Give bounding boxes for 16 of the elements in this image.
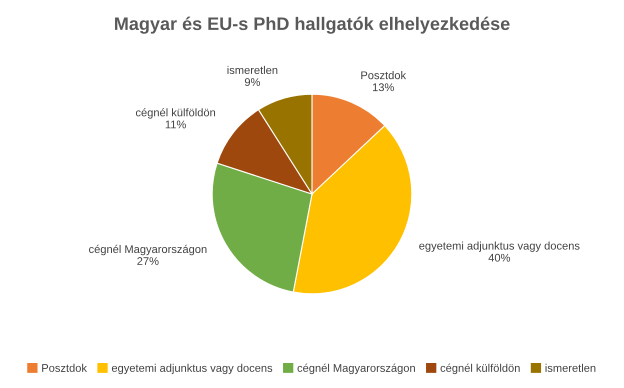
slice-label: Posztdok: [361, 71, 406, 80]
data-label: 11%: [166, 120, 186, 128]
data-label: 40%: [488, 254, 510, 262]
data-label: 13%: [372, 83, 394, 92]
slice-label: cégnél külföldön: [136, 108, 216, 119]
data-label: 9%: [244, 78, 260, 86]
legend-label: cégnél külföldön: [440, 364, 520, 374]
legend-label: egyetemi adjunktus vagy docens: [112, 364, 272, 374]
chart-title: Magyar és EU-s PhD hallgatók elhelyezkedése: [115, 16, 510, 34]
legend-label: cégnél Magyarországon: [298, 364, 415, 374]
slice-label: ismeretlen: [228, 66, 278, 74]
legend-label: ismeretlen: [546, 364, 596, 372]
data-label: 27%: [137, 257, 159, 265]
slice-label: cégnél Magyarországon: [89, 244, 206, 256]
slice-label: egyetemi adjunktus vagy docens: [419, 242, 580, 252]
legend-label: Posztdok: [42, 364, 87, 372]
